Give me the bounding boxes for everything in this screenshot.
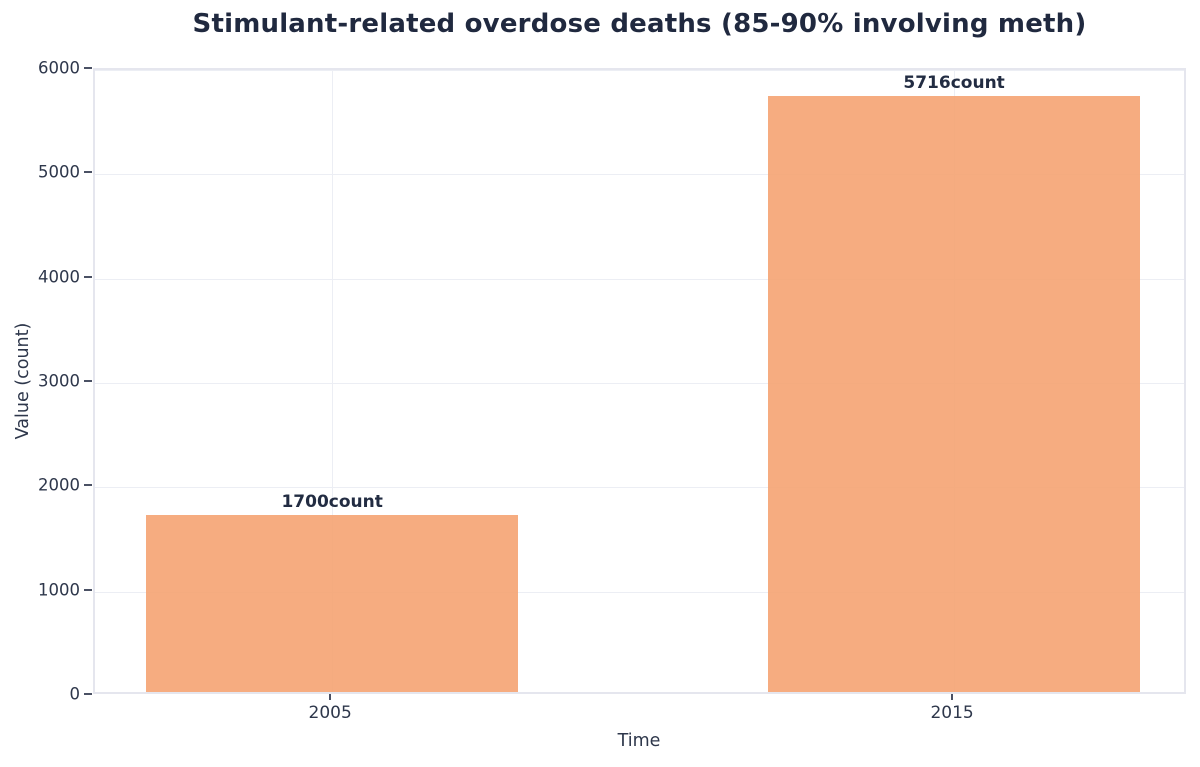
h-gridline xyxy=(95,70,1184,71)
y-tick-label: 1000 xyxy=(38,580,80,600)
y-tick-label: 0 xyxy=(69,684,81,704)
y-tick xyxy=(84,67,92,69)
h-gridline xyxy=(95,383,1184,384)
x-tick xyxy=(329,694,332,700)
x-tick xyxy=(951,694,954,700)
y-tick xyxy=(84,588,92,591)
chart-title: Stimulant-related overdose deaths (85-90… xyxy=(192,9,1087,39)
y-tick xyxy=(84,171,92,174)
y-tick-label: 5000 xyxy=(38,162,80,182)
bar-2015 xyxy=(768,95,1140,692)
bar-2005 xyxy=(146,514,518,692)
y-tick-label: 6000 xyxy=(38,58,80,78)
y-tick-label: 3000 xyxy=(38,371,80,391)
h-gridline xyxy=(95,487,1184,489)
plot-area: 1700count 5716count xyxy=(93,68,1186,694)
h-gridline xyxy=(95,278,1184,280)
h-gridline xyxy=(95,591,1184,593)
y-tick xyxy=(84,275,92,278)
y-tick xyxy=(84,693,92,695)
y-tick xyxy=(84,484,92,487)
bar-value-label: 5716count xyxy=(903,72,1005,93)
x-axis-label: Time xyxy=(617,731,661,751)
v-gridline xyxy=(332,70,334,692)
h-gridline xyxy=(95,174,1184,176)
y-tick xyxy=(84,380,92,382)
bar-value-label: 1700count xyxy=(281,491,383,512)
y-tick-label: 4000 xyxy=(38,267,80,287)
y-tick-label: 2000 xyxy=(38,475,80,495)
x-tick-label: 2015 xyxy=(930,703,974,723)
x-tick-label: 2005 xyxy=(308,703,352,723)
